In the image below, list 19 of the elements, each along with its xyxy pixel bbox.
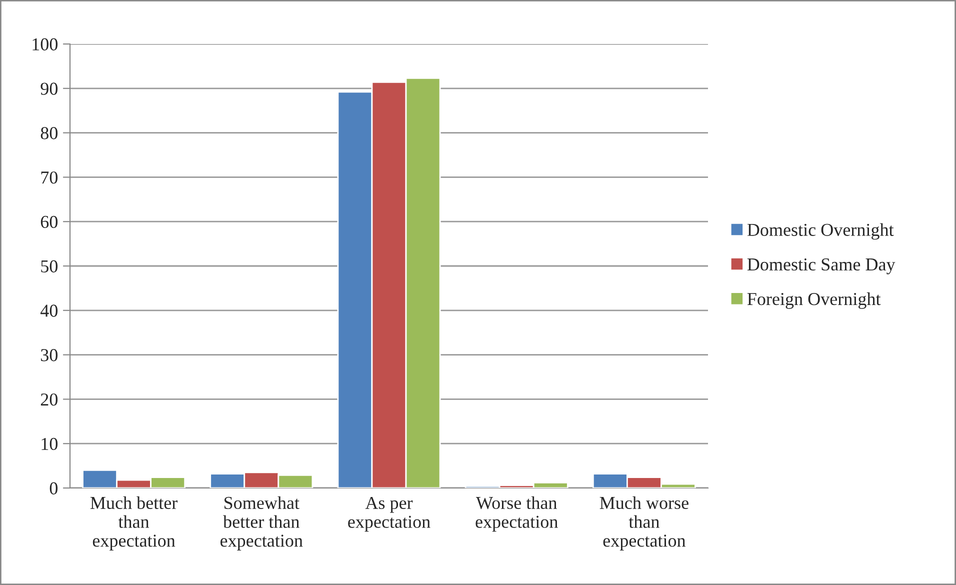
legend-label: Foreign Overnight: [747, 292, 881, 309]
y-tick-label: 100: [32, 38, 58, 50]
x-tick-label: Much better than expectation: [90, 496, 178, 550]
legend-label: Domestic Same Day: [747, 258, 896, 274]
x-tick-label: As per expectation: [348, 496, 430, 532]
x-tick-label: Worse than expectation: [476, 496, 558, 532]
y-tick-label: 90: [40, 82, 58, 95]
y-tick-label: 20: [40, 393, 58, 406]
x-tick-label: Somewhat better than expectation: [220, 496, 303, 550]
y-tick-label: 80: [40, 127, 58, 140]
y-tick-label: 0: [50, 482, 58, 494]
y-tick-label: 70: [41, 171, 58, 184]
legend-label: Domestic Overnight: [747, 223, 894, 240]
y-tick-label: 10: [42, 438, 58, 450]
y-tick-label: 60: [40, 216, 58, 228]
y-tick-label: 40: [40, 304, 58, 317]
y-tick-label: 30: [41, 349, 58, 362]
y-tick-label: 50: [41, 260, 58, 272]
x-tick-label: Much worse than expectation: [600, 496, 688, 550]
